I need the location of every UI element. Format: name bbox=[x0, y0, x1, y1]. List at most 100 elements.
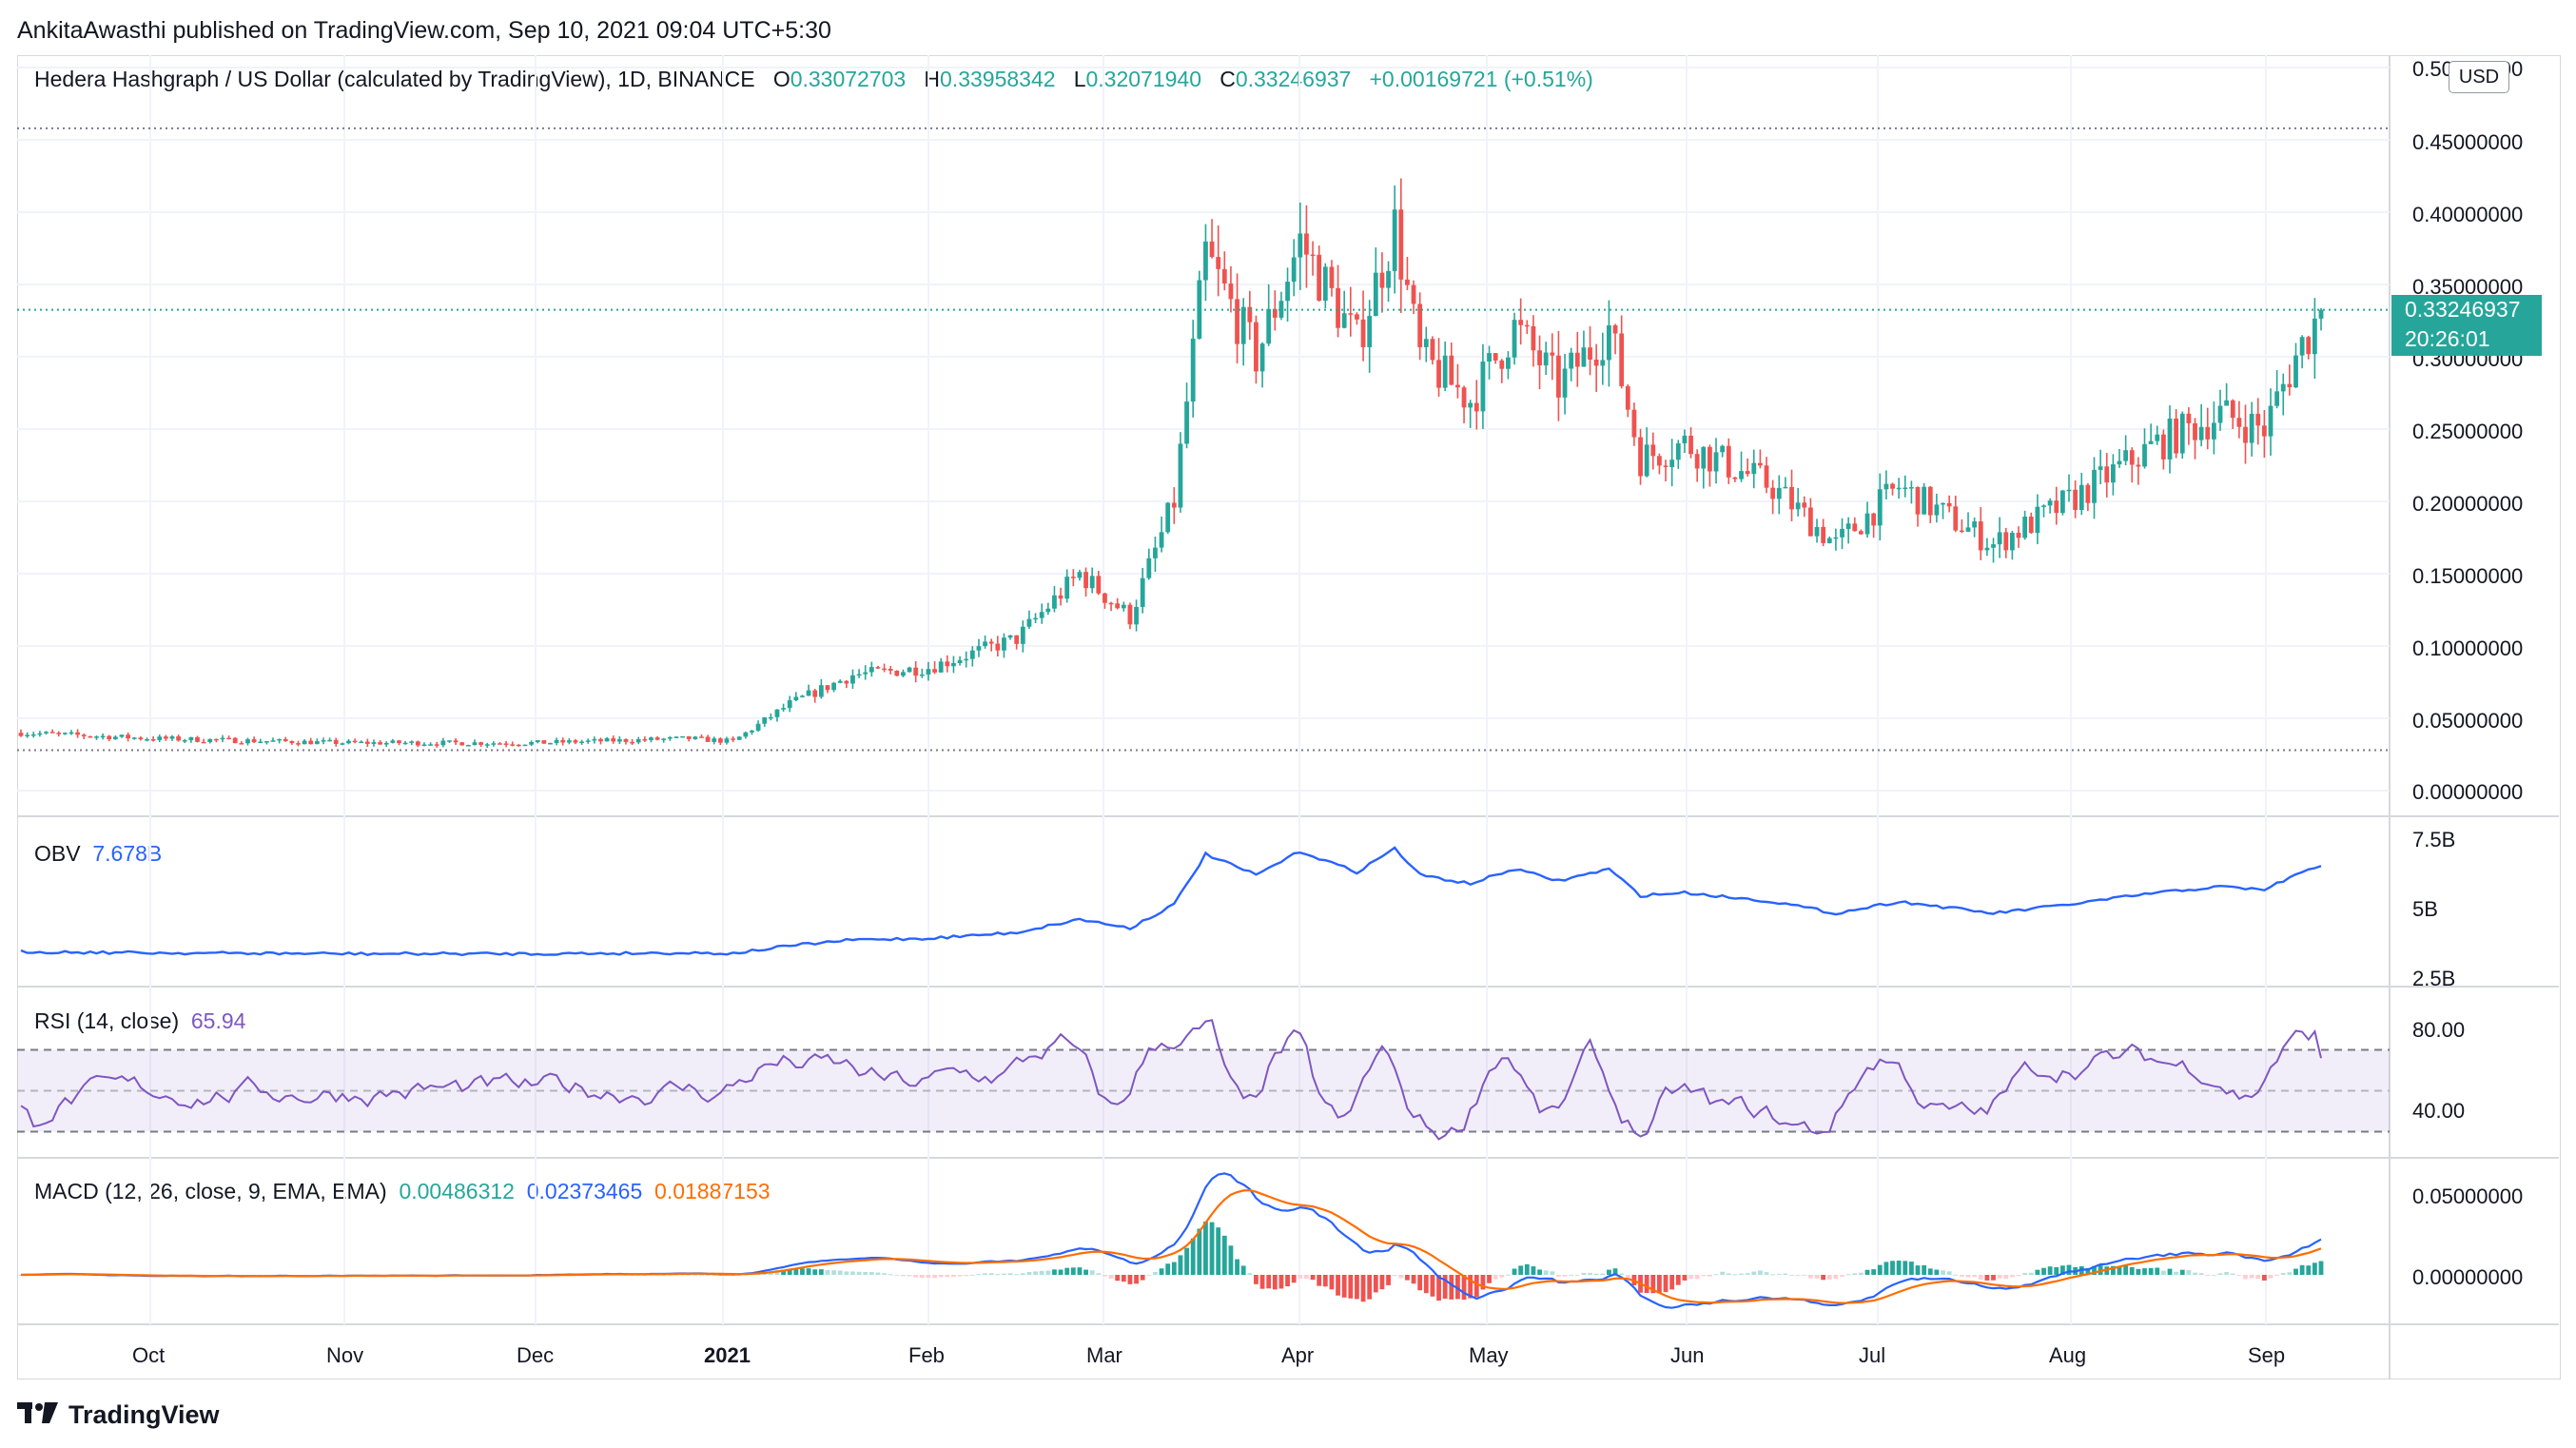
candle-body bbox=[762, 717, 768, 724]
candle-body bbox=[371, 742, 377, 744]
candle-body bbox=[201, 741, 206, 744]
currency-button[interactable]: USD bbox=[2449, 61, 2509, 93]
candle-body bbox=[491, 743, 497, 745]
rsi-legend: RSI (14, close) 65.94 bbox=[34, 1008, 245, 1034]
macd-histogram-bar bbox=[1826, 1275, 1832, 1280]
candle-body bbox=[1991, 544, 1996, 548]
candle-body bbox=[1946, 502, 1952, 507]
candle-body bbox=[1461, 387, 1467, 408]
candle-body bbox=[503, 743, 509, 745]
time-tick: Mar bbox=[1086, 1343, 1122, 1367]
candle-body bbox=[2047, 500, 2053, 506]
candle-body bbox=[1398, 209, 1404, 280]
candle-body bbox=[1883, 483, 1889, 490]
candle-body bbox=[750, 730, 754, 733]
macd-histogram-bar bbox=[1997, 1275, 2002, 1279]
macd-histogram-bar bbox=[1890, 1261, 1895, 1275]
candle-body bbox=[667, 736, 673, 739]
candle-body bbox=[1531, 325, 1536, 351]
macd-histogram-bar bbox=[686, 1274, 692, 1276]
candle-body bbox=[49, 732, 55, 734]
candle-body bbox=[182, 740, 187, 742]
macd-histogram-bar bbox=[1745, 1273, 1750, 1275]
macd-histogram-bar bbox=[2117, 1265, 2122, 1275]
open-value: 0.33072703 bbox=[790, 67, 907, 91]
candle-body bbox=[383, 742, 389, 745]
macd-histogram-bar bbox=[957, 1275, 963, 1277]
macd-histogram-bar bbox=[1108, 1275, 1114, 1280]
candle-body bbox=[1859, 531, 1864, 535]
symbol-title[interactable]: Hedera Hashgraph / US Dollar (calculated… bbox=[34, 67, 755, 91]
candle-body bbox=[1146, 558, 1152, 578]
candle-body bbox=[258, 741, 263, 744]
candle-body bbox=[1845, 523, 1851, 529]
macd-histogram-bar bbox=[1871, 1269, 1877, 1275]
macd-histogram-bar bbox=[1694, 1275, 1700, 1280]
candle-body bbox=[1574, 352, 1580, 367]
candle-body bbox=[717, 738, 723, 743]
close-label: C bbox=[1220, 67, 1236, 91]
macd-histogram-bar bbox=[793, 1268, 799, 1275]
macd-label[interactable]: MACD (12, 26, close, 9, EMA, EMA) bbox=[34, 1179, 387, 1203]
macd-histogram-bar bbox=[1922, 1264, 1927, 1275]
candle-body bbox=[818, 685, 824, 697]
candle-body bbox=[390, 740, 396, 743]
footer-brand: TradingView bbox=[68, 1400, 220, 1429]
macd-histogram-bar bbox=[1524, 1263, 1530, 1275]
rsi-label[interactable]: RSI (14, close) bbox=[34, 1008, 180, 1033]
candle-body bbox=[2312, 318, 2317, 355]
candle-body bbox=[969, 650, 975, 659]
candle-body bbox=[2098, 466, 2103, 470]
macd-histogram-bar bbox=[1064, 1267, 1070, 1275]
macd-histogram-bar bbox=[1329, 1275, 1335, 1290]
macd-histogram-bar bbox=[1007, 1273, 1013, 1275]
candle-body bbox=[2236, 418, 2242, 427]
candle-body bbox=[964, 658, 969, 661]
macd-histogram-bar bbox=[1984, 1275, 1990, 1281]
candle-body bbox=[1108, 602, 1114, 605]
macd-histogram-bar bbox=[705, 1275, 711, 1276]
macd-histogram-bar bbox=[2085, 1267, 2091, 1275]
tradingview-footer[interactable]: TradingView bbox=[17, 1400, 220, 1432]
candle-body bbox=[1927, 486, 1933, 516]
candle-body bbox=[635, 738, 641, 743]
candle-body bbox=[894, 670, 900, 676]
candle-body bbox=[654, 737, 660, 740]
candle-body bbox=[1052, 595, 1057, 609]
candle-body bbox=[1480, 362, 1486, 412]
candle-body bbox=[825, 685, 830, 691]
candle-body bbox=[88, 735, 93, 738]
candle-body bbox=[1121, 604, 1126, 609]
macd-histogram-bar bbox=[1190, 1238, 1196, 1275]
macd-histogram-bar bbox=[1927, 1268, 1933, 1275]
obv-label[interactable]: OBV bbox=[34, 841, 81, 866]
macd-histogram-bar bbox=[2110, 1265, 2116, 1275]
candle-body bbox=[289, 740, 295, 744]
candle-body bbox=[529, 742, 534, 745]
candle-body bbox=[1840, 528, 1844, 538]
candle-body bbox=[447, 740, 452, 742]
macd-histogram-bar bbox=[2261, 1275, 2267, 1281]
close-value: 0.33246937 bbox=[1235, 67, 1352, 91]
candle-body bbox=[1701, 446, 1707, 469]
macd-histogram-bar bbox=[1593, 1273, 1599, 1275]
macd-histogram-bar bbox=[2274, 1275, 2280, 1276]
candle-body bbox=[2035, 506, 2040, 534]
candle-body bbox=[592, 738, 597, 741]
macd-histogram-bar bbox=[806, 1268, 811, 1275]
candle-body bbox=[913, 667, 919, 676]
candle-body bbox=[2160, 434, 2166, 460]
macd-histogram-bar bbox=[1978, 1275, 1983, 1280]
candle-body bbox=[1064, 577, 1070, 599]
candle-body bbox=[1663, 465, 1669, 467]
candle-body bbox=[100, 735, 106, 738]
candle-body bbox=[1473, 402, 1479, 412]
candle-body bbox=[2167, 418, 2173, 460]
macd-histogram-bar bbox=[1360, 1275, 1366, 1302]
candle-body bbox=[1455, 384, 1460, 388]
macd-histogram-bar bbox=[1002, 1273, 1006, 1275]
candle-body bbox=[1638, 437, 1643, 477]
macd-histogram-bar bbox=[1405, 1275, 1410, 1281]
candle-body bbox=[2073, 489, 2078, 511]
